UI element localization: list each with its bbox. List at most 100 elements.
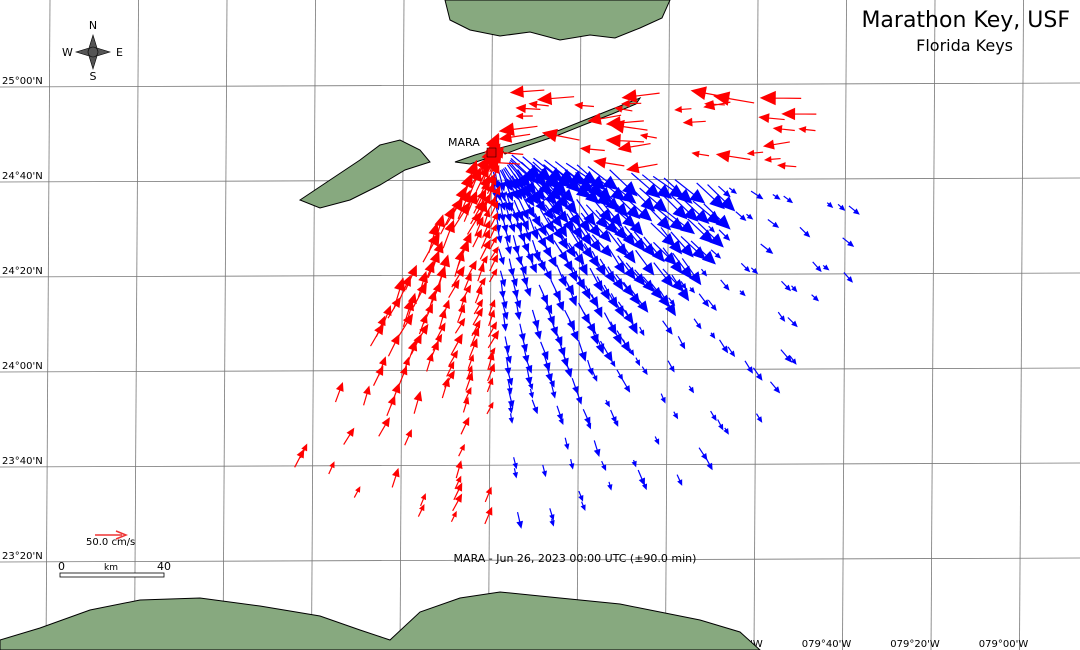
- current-vector: [723, 427, 729, 435]
- current-vector: [842, 237, 855, 248]
- current-vector: [566, 258, 578, 283]
- current-vector: [501, 215, 509, 234]
- current-vector: [614, 193, 641, 220]
- current-vector: [603, 312, 617, 336]
- current-vector: [605, 133, 645, 148]
- current-vector: [783, 195, 794, 204]
- current-vector: [440, 206, 455, 235]
- current-vector: [621, 99, 642, 108]
- current-vector: [514, 301, 522, 321]
- current-vector: [625, 161, 658, 174]
- current-vector: [495, 226, 503, 244]
- current-vector: [641, 479, 648, 491]
- current-vector: [713, 91, 755, 106]
- current-vector: [564, 437, 570, 450]
- current-vector: [528, 100, 549, 109]
- current-vector: [690, 86, 730, 101]
- current-vector: [616, 237, 636, 264]
- current-vector: [446, 361, 455, 377]
- current-vector: [798, 126, 816, 133]
- current-vector: [610, 321, 622, 345]
- current-vector: [689, 286, 696, 294]
- current-vector: [662, 247, 683, 275]
- compass-s: S: [90, 70, 97, 83]
- current-vector: [398, 365, 408, 386]
- current-vector: [490, 212, 499, 228]
- current-vector: [767, 219, 780, 228]
- current-vector: [843, 272, 853, 283]
- current-vector: [353, 486, 361, 498]
- current-vector: [763, 156, 781, 163]
- current-vector: [728, 187, 738, 194]
- current-vector: [634, 357, 641, 367]
- current-vector: [487, 363, 496, 382]
- current-vectors: [294, 85, 860, 529]
- current-vector: [413, 390, 423, 414]
- current-vector: [558, 416, 564, 426]
- current-vector: [549, 519, 555, 527]
- current-vector: [541, 464, 547, 478]
- current-vector: [454, 475, 462, 490]
- current-vector: [553, 326, 563, 347]
- lon-line: [222, 0, 228, 650]
- current-vector: [654, 436, 660, 446]
- current-vector: [744, 360, 753, 374]
- current-vector: [448, 279, 460, 298]
- current-vector: [718, 185, 731, 198]
- current-vector: [651, 283, 670, 308]
- current-vector: [501, 314, 509, 332]
- current-vector: [547, 182, 569, 209]
- lat-label: 23°20'N: [2, 551, 43, 562]
- current-vector: [762, 139, 790, 150]
- current-vector: [681, 258, 702, 286]
- current-vector: [452, 493, 463, 512]
- current-vector: [639, 326, 645, 337]
- current-vector: [700, 268, 708, 277]
- current-vector: [484, 156, 521, 170]
- current-vector: [703, 203, 731, 230]
- current-vector: [599, 258, 615, 284]
- current-vector: [596, 177, 626, 202]
- current-vector: [518, 323, 526, 342]
- current-vector: [811, 294, 820, 302]
- current-vector: [508, 413, 514, 424]
- current-vector: [498, 131, 531, 143]
- current-vector: [574, 220, 592, 247]
- current-vector: [589, 218, 612, 243]
- current-vector: [442, 219, 455, 249]
- current-vector: [639, 132, 657, 140]
- current-vector: [448, 350, 458, 366]
- current-vector: [522, 345, 530, 364]
- current-vector: [528, 204, 541, 228]
- current-vector: [577, 339, 587, 362]
- station-marker: [486, 147, 497, 158]
- current-vector: [666, 211, 696, 235]
- current-vector: [682, 117, 706, 127]
- current-vector: [578, 276, 591, 300]
- current-vector: [752, 367, 763, 381]
- current-vector: [704, 456, 713, 471]
- current-vector: [791, 285, 798, 293]
- current-vector: [614, 105, 633, 113]
- current-vector: [387, 333, 400, 357]
- current-vector: [583, 227, 602, 253]
- current-vector: [717, 419, 724, 431]
- current-vector: [489, 236, 498, 250]
- current-vector: [617, 141, 651, 153]
- scale-vector: [95, 530, 129, 540]
- subtitle: Florida Keys: [916, 36, 1013, 55]
- current-vector: [601, 460, 607, 472]
- current-vector: [515, 112, 533, 120]
- current-vector: [667, 360, 675, 373]
- current-vector: [460, 416, 470, 435]
- current-vector: [475, 165, 489, 192]
- current-vector: [670, 231, 694, 258]
- current-vector: [528, 377, 534, 391]
- current-vector: [708, 225, 716, 233]
- current-vector: [522, 219, 532, 242]
- current-vector: [465, 371, 474, 391]
- cuba: [0, 591, 761, 650]
- current-vector: [650, 222, 676, 247]
- current-vector: [534, 320, 542, 340]
- current-vector: [523, 277, 532, 297]
